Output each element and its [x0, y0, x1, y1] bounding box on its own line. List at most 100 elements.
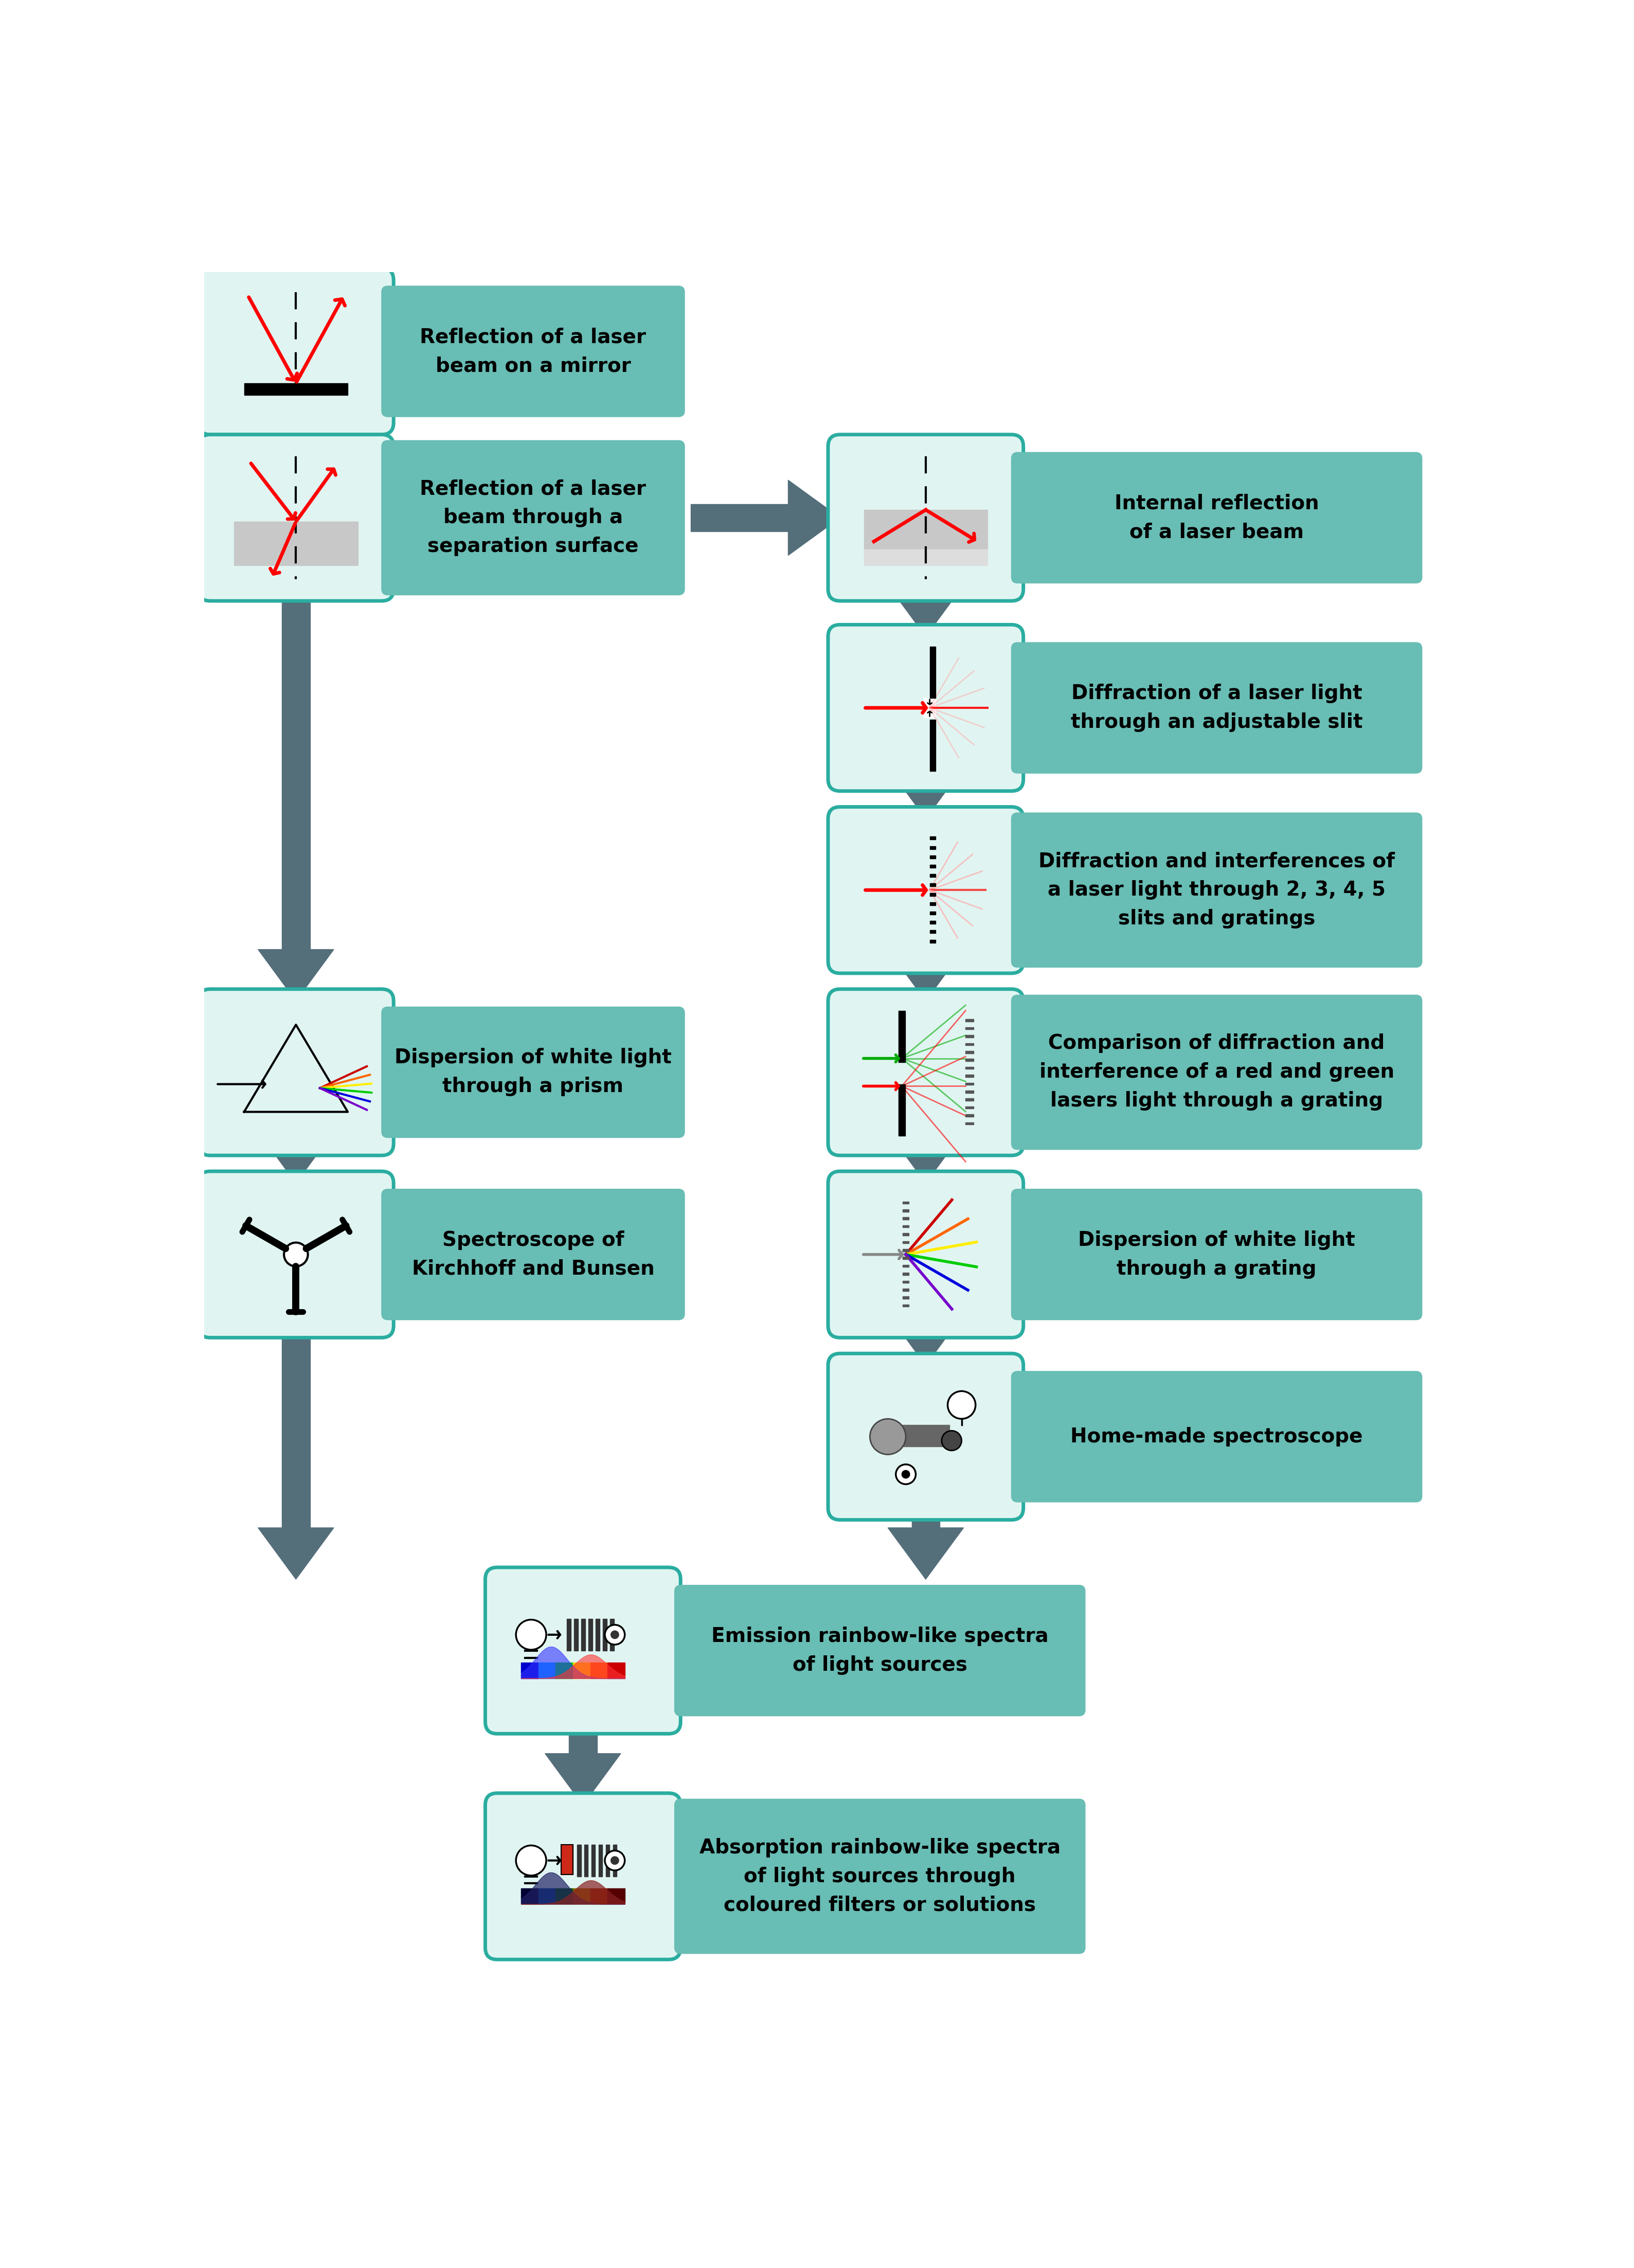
- Bar: [574, 1889, 590, 1905]
- Bar: [966, 1027, 974, 1030]
- FancyBboxPatch shape: [828, 624, 1023, 792]
- Bar: [902, 1241, 909, 1243]
- FancyBboxPatch shape: [1011, 451, 1422, 583]
- Bar: [560, 1844, 574, 1873]
- Circle shape: [941, 1431, 961, 1452]
- Bar: [966, 1082, 974, 1084]
- Bar: [560, 1844, 574, 1873]
- FancyBboxPatch shape: [1011, 996, 1422, 1150]
- Text: Spectroscope of
Kirchhoff and Bunsen: Spectroscope of Kirchhoff and Bunsen: [412, 1229, 654, 1279]
- Bar: [930, 912, 936, 914]
- Bar: [902, 1297, 909, 1300]
- Bar: [569, 1721, 596, 1753]
- Bar: [930, 903, 936, 905]
- Bar: [930, 837, 936, 839]
- Polygon shape: [258, 1529, 333, 1579]
- FancyBboxPatch shape: [382, 1188, 685, 1320]
- Polygon shape: [788, 481, 840, 556]
- Bar: [234, 522, 358, 565]
- FancyBboxPatch shape: [382, 1007, 685, 1139]
- Bar: [556, 1662, 574, 1678]
- Polygon shape: [258, 1132, 333, 1184]
- Bar: [966, 1066, 974, 1068]
- Bar: [539, 1662, 556, 1678]
- Bar: [966, 1098, 974, 1100]
- Circle shape: [605, 1624, 624, 1644]
- Polygon shape: [258, 950, 333, 1000]
- Bar: [582, 1619, 585, 1651]
- Bar: [912, 767, 940, 780]
- Bar: [902, 1209, 909, 1211]
- Circle shape: [284, 1243, 307, 1266]
- FancyBboxPatch shape: [382, 286, 685, 417]
- Bar: [574, 1619, 578, 1651]
- Polygon shape: [887, 767, 964, 819]
- Text: Comparison of diffraction and
interference of a red and green
lasers light throu: Comparison of diffraction and interferen…: [1039, 1034, 1394, 1111]
- FancyBboxPatch shape: [828, 1354, 1023, 1520]
- Bar: [966, 1050, 974, 1052]
- Bar: [966, 1123, 974, 1125]
- Bar: [592, 1844, 595, 1876]
- Bar: [588, 1619, 593, 1651]
- Bar: [902, 1281, 909, 1284]
- FancyBboxPatch shape: [1011, 812, 1422, 966]
- Text: Home-made spectroscope: Home-made spectroscope: [1070, 1427, 1363, 1447]
- Bar: [966, 1059, 974, 1061]
- Bar: [899, 1084, 905, 1136]
- Text: Reflection of a laser
beam through a
separation surface: Reflection of a laser beam through a sep…: [420, 479, 645, 556]
- Bar: [283, 1327, 310, 1529]
- Bar: [930, 939, 936, 943]
- Bar: [902, 1288, 909, 1290]
- Circle shape: [605, 1851, 624, 1871]
- Bar: [864, 510, 987, 549]
- Bar: [283, 590, 310, 950]
- Circle shape: [902, 1470, 910, 1479]
- Bar: [902, 1256, 909, 1259]
- Bar: [912, 585, 940, 590]
- Bar: [930, 646, 936, 699]
- Bar: [603, 1619, 606, 1651]
- Text: Internal reflection
of a laser beam: Internal reflection of a laser beam: [1114, 494, 1319, 542]
- FancyBboxPatch shape: [828, 807, 1023, 973]
- FancyBboxPatch shape: [675, 1585, 1085, 1717]
- Bar: [902, 1266, 909, 1268]
- Bar: [886, 1424, 949, 1447]
- Bar: [864, 549, 987, 565]
- FancyBboxPatch shape: [198, 268, 394, 435]
- Bar: [243, 383, 348, 395]
- Bar: [966, 1107, 974, 1109]
- Bar: [930, 846, 936, 848]
- Bar: [608, 1662, 624, 1678]
- Bar: [283, 395, 310, 422]
- Text: Dispersion of white light
through a prism: Dispersion of white light through a pris…: [394, 1048, 672, 1095]
- Text: Diffraction of a laser light
through an adjustable slit: Diffraction of a laser light through an …: [1070, 683, 1363, 733]
- Bar: [902, 1304, 909, 1306]
- Text: Dispersion of white light
through a grating: Dispersion of white light through a grat…: [1078, 1229, 1355, 1279]
- FancyBboxPatch shape: [1011, 1372, 1422, 1501]
- Bar: [966, 1043, 974, 1046]
- Circle shape: [869, 1420, 905, 1454]
- Bar: [930, 921, 936, 923]
- Polygon shape: [887, 1529, 964, 1579]
- FancyBboxPatch shape: [198, 1170, 394, 1338]
- FancyBboxPatch shape: [198, 435, 394, 601]
- Bar: [902, 1272, 909, 1275]
- Polygon shape: [258, 395, 333, 447]
- Bar: [567, 1619, 570, 1651]
- Bar: [521, 1889, 539, 1905]
- FancyBboxPatch shape: [828, 1170, 1023, 1338]
- FancyBboxPatch shape: [675, 1799, 1085, 1953]
- Polygon shape: [887, 950, 964, 1000]
- Bar: [574, 1662, 590, 1678]
- Bar: [930, 719, 936, 771]
- Bar: [609, 1619, 614, 1651]
- Circle shape: [516, 1619, 546, 1649]
- Bar: [608, 1889, 624, 1905]
- Text: Diffraction and interferences of
a laser light through 2, 3, 4, 5
slits and grat: Diffraction and interferences of a laser…: [1039, 850, 1395, 928]
- Bar: [691, 503, 788, 531]
- Bar: [912, 950, 940, 962]
- Bar: [283, 1132, 310, 1143]
- Text: Emission rainbow-like spectra
of light sources: Emission rainbow-like spectra of light s…: [711, 1626, 1049, 1674]
- Circle shape: [895, 1465, 915, 1483]
- Text: Reflection of a laser
beam on a mirror: Reflection of a laser beam on a mirror: [420, 327, 645, 376]
